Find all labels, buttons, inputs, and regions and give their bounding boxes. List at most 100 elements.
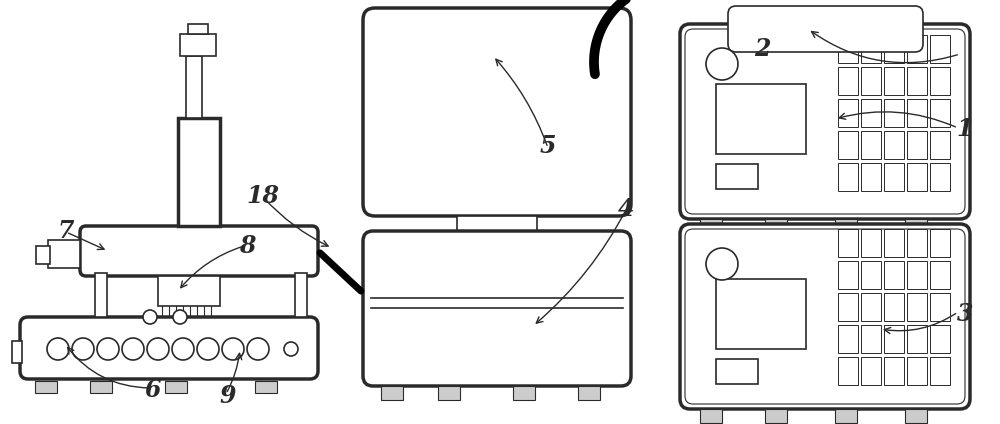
Bar <box>884 325 904 353</box>
Bar <box>438 386 460 400</box>
Bar <box>255 381 277 393</box>
Bar <box>905 219 927 233</box>
Bar <box>861 261 881 289</box>
Bar <box>930 261 950 289</box>
Circle shape <box>173 310 187 324</box>
FancyBboxPatch shape <box>680 24 970 219</box>
Bar <box>700 409 722 423</box>
FancyBboxPatch shape <box>685 29 965 214</box>
Bar <box>884 163 904 191</box>
Circle shape <box>706 48 738 80</box>
Bar <box>835 409 857 423</box>
FancyBboxPatch shape <box>680 224 970 409</box>
Bar <box>838 357 858 385</box>
Bar <box>861 67 881 95</box>
Bar <box>930 357 950 385</box>
Bar <box>838 35 858 63</box>
Bar <box>700 219 722 233</box>
Bar <box>95 273 107 317</box>
Bar <box>907 229 927 257</box>
Bar <box>930 293 950 321</box>
Bar <box>861 163 881 191</box>
Circle shape <box>122 338 144 360</box>
Bar <box>861 229 881 257</box>
Bar <box>178 118 220 226</box>
Bar <box>838 325 858 353</box>
Bar <box>838 99 858 127</box>
Bar <box>838 293 858 321</box>
FancyBboxPatch shape <box>685 229 965 404</box>
Text: 5: 5 <box>540 134 556 158</box>
Bar <box>861 293 881 321</box>
Bar <box>930 67 950 95</box>
Circle shape <box>47 338 69 360</box>
Bar <box>765 219 787 233</box>
Circle shape <box>72 338 94 360</box>
Bar <box>838 131 858 159</box>
Circle shape <box>284 342 298 356</box>
Bar <box>884 35 904 63</box>
Bar <box>907 67 927 95</box>
Text: 3: 3 <box>957 302 973 326</box>
Bar <box>578 386 600 400</box>
Bar <box>907 131 927 159</box>
Circle shape <box>172 338 194 360</box>
Text: 9: 9 <box>220 384 236 408</box>
Text: 4: 4 <box>618 197 634 221</box>
Bar <box>838 229 858 257</box>
Bar <box>930 99 950 127</box>
Bar <box>930 131 950 159</box>
Circle shape <box>97 338 119 360</box>
Bar <box>907 293 927 321</box>
Text: 1: 1 <box>957 117 973 141</box>
Text: 18: 18 <box>246 184 280 208</box>
Bar <box>905 409 927 423</box>
Bar <box>930 35 950 63</box>
Circle shape <box>197 338 219 360</box>
Bar <box>930 229 950 257</box>
Bar <box>907 357 927 385</box>
Bar <box>765 409 787 423</box>
Bar <box>884 131 904 159</box>
FancyBboxPatch shape <box>363 231 631 386</box>
Bar <box>295 273 307 317</box>
Bar <box>48 240 80 268</box>
Bar <box>884 357 904 385</box>
Bar <box>158 276 220 306</box>
Bar <box>838 261 858 289</box>
Bar <box>90 381 112 393</box>
Bar <box>180 34 216 56</box>
Bar <box>907 35 927 63</box>
Text: 8: 8 <box>239 234 255 258</box>
FancyBboxPatch shape <box>363 8 631 216</box>
Bar <box>716 279 806 349</box>
Bar <box>930 325 950 353</box>
FancyBboxPatch shape <box>728 6 923 52</box>
Bar <box>907 261 927 289</box>
Bar <box>186 56 202 118</box>
Circle shape <box>247 338 269 360</box>
FancyBboxPatch shape <box>20 317 318 379</box>
Bar <box>884 67 904 95</box>
Bar <box>861 325 881 353</box>
Circle shape <box>222 338 244 360</box>
Bar <box>884 261 904 289</box>
Bar <box>433 242 561 264</box>
Text: 7: 7 <box>58 219 74 243</box>
Bar <box>838 163 858 191</box>
Bar <box>884 99 904 127</box>
Bar <box>930 163 950 191</box>
Bar <box>716 359 758 384</box>
Bar <box>861 131 881 159</box>
Circle shape <box>706 248 738 280</box>
Bar <box>381 386 403 400</box>
Bar <box>188 24 208 34</box>
Circle shape <box>147 338 169 360</box>
Bar <box>861 99 881 127</box>
Bar <box>861 357 881 385</box>
Circle shape <box>143 310 157 324</box>
Bar <box>907 99 927 127</box>
Bar <box>861 35 881 63</box>
Bar <box>907 325 927 353</box>
Bar <box>716 164 758 189</box>
